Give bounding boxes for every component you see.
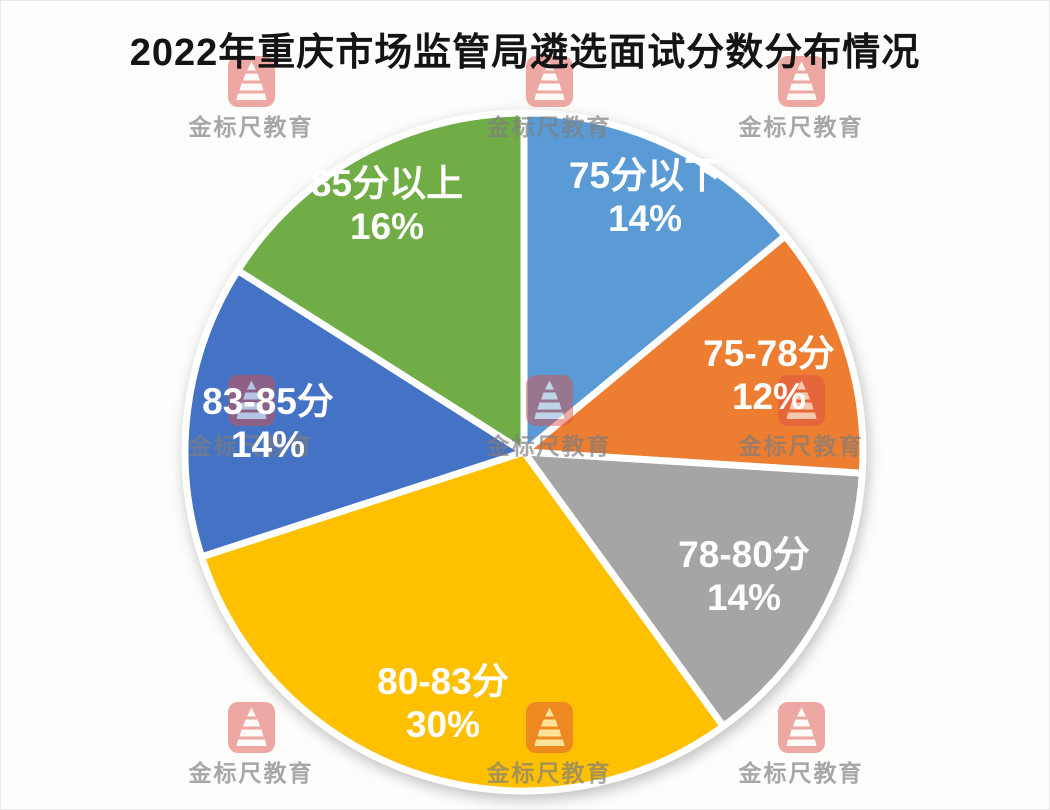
slice-category-text: 75分以下 xyxy=(569,155,721,196)
slice-percent-text: 14% xyxy=(231,424,305,465)
slice-category-text: 80-83分 xyxy=(377,661,509,702)
pie-slice-label-2: 78-80分 14% xyxy=(678,534,810,618)
slice-percent-text: 16% xyxy=(350,206,424,247)
slice-category-text: 83-85分 xyxy=(202,381,334,422)
pie-slice-label-0: 75分以下 14% xyxy=(569,155,721,239)
pie-slice-label-5: 85分以上 16% xyxy=(311,163,463,247)
slice-percent-text: 30% xyxy=(406,704,480,745)
slice-percent-text: 14% xyxy=(707,577,781,618)
pie-slice-1 xyxy=(520,232,867,477)
slice-category-text: 85分以上 xyxy=(311,163,463,204)
chart-title: 2022年重庆市场监管局遴选面试分数分布情况 xyxy=(129,32,921,74)
pie-slice-2 xyxy=(520,448,866,730)
slice-category-text: 78-80分 xyxy=(678,534,810,575)
pie-slice-0 xyxy=(520,109,789,456)
slice-percent-text: 14% xyxy=(608,198,682,239)
pie-slice-3 xyxy=(198,448,727,795)
slice-percent-text: 12% xyxy=(732,376,806,417)
pie-slice-label-1: 75-78分 12% xyxy=(703,333,835,417)
pie-slice-label-4: 83-85分 14% xyxy=(202,381,334,465)
pie-slice-4 xyxy=(181,266,528,561)
slice-category-text: 75-78分 xyxy=(703,333,835,374)
pie-slice-5 xyxy=(234,109,528,456)
pie-slice-label-3: 80-83分 30% xyxy=(377,661,509,745)
